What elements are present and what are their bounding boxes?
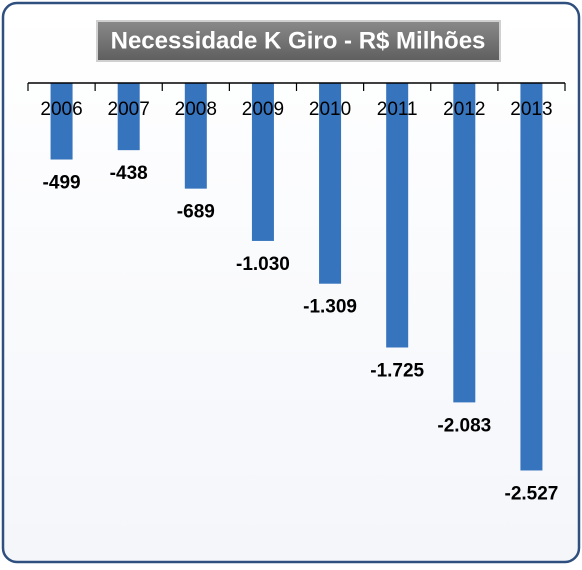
- data-label: -499: [43, 173, 81, 194]
- data-label: -1.309: [303, 297, 357, 318]
- x-tick-label: 2011: [377, 99, 418, 120]
- bar: [453, 83, 476, 403]
- x-tick-label: 2009: [242, 99, 284, 120]
- x-tick-label: 2008: [175, 99, 217, 120]
- bar: [184, 83, 207, 189]
- data-label: -2.083: [437, 415, 491, 436]
- data-label: -1.725: [370, 361, 424, 382]
- data-label: -1.030: [236, 254, 290, 275]
- x-tick-label: 2006: [40, 99, 82, 120]
- bar: [50, 83, 73, 160]
- x-tick-label: 2013: [510, 99, 552, 120]
- data-label: -438: [110, 163, 148, 184]
- bar: [251, 83, 274, 241]
- bar: [319, 83, 342, 284]
- data-label: -689: [177, 202, 215, 223]
- bar: [386, 83, 409, 348]
- bar: [520, 83, 543, 471]
- bar: [117, 83, 140, 151]
- x-tick-label: 2007: [108, 99, 150, 120]
- x-tick-label: 2012: [443, 99, 485, 120]
- chart-title: Necessidade K Giro - R$ Milhões: [111, 27, 486, 54]
- title-box: [96, 20, 501, 62]
- data-label: -2.527: [505, 483, 559, 504]
- x-tick-label: 2010: [309, 99, 351, 120]
